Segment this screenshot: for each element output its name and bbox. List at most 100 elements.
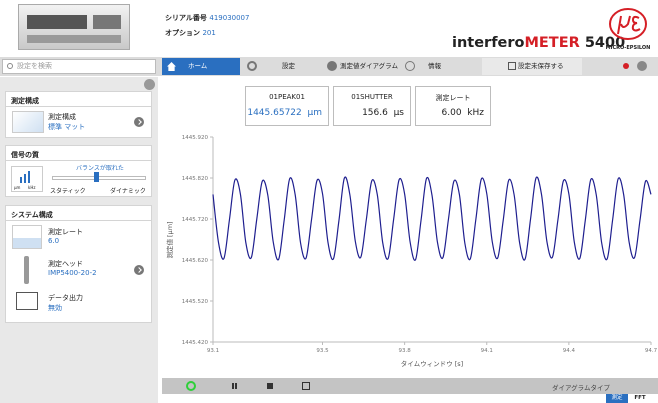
product-prefix: interfero — [452, 35, 524, 51]
icon-bar — [20, 177, 22, 183]
separator — [6, 220, 151, 221]
product-name: interferoMETER 5400 — [452, 35, 625, 51]
y-tick-label: 1445.820 — [182, 176, 209, 182]
close-sidebar[interactable] — [144, 79, 155, 90]
serial-row: シリアル番号 419030007 — [165, 13, 249, 23]
readout-peak: 01PEAK01 1445.65722 µm — [245, 86, 329, 126]
item-label: 測定レート — [48, 227, 83, 237]
data-line — [213, 177, 651, 260]
icon-label: kHz — [28, 185, 35, 190]
tab-label: 情報 — [428, 62, 441, 70]
x-tick-label: 93.8 — [399, 348, 412, 354]
save-icon — [508, 62, 516, 70]
slider-right-label: ダイナミック — [110, 186, 146, 195]
x-tick-label: 94.1 — [481, 348, 493, 354]
x-tick-label: 94.7 — [645, 348, 658, 354]
config-icon — [12, 111, 44, 133]
value: 156.6 — [362, 108, 388, 118]
serial-number: 419030007 — [209, 14, 249, 22]
item-label: データ出力 — [48, 293, 83, 303]
section-measurement-config: 測定構成 測定構成 標準 マット — [5, 91, 152, 138]
section-title: 測定構成 — [11, 96, 39, 106]
readout-label: 01PEAK01 — [246, 93, 328, 101]
brand-name: MICRO-EPSILON — [606, 45, 651, 51]
signal-slider — [52, 176, 146, 180]
signal-icon: µm kHz — [11, 166, 43, 192]
x-tick-label: 94.4 — [563, 348, 576, 354]
readout-label: 測定レート — [416, 93, 490, 103]
settings-icon — [247, 61, 257, 71]
separator — [6, 160, 151, 161]
save-label: 設定未保存する — [518, 62, 564, 70]
tab-info[interactable]: 情報 — [402, 58, 480, 75]
signal-status: バランスが取れた — [76, 163, 124, 172]
device-panel — [27, 15, 87, 29]
diagram-icon — [327, 61, 337, 71]
device-connectors — [27, 35, 121, 43]
diagram-toolbar: ダイアグラムタイプ — [162, 378, 658, 394]
readout-label: 01SHUTTER — [334, 93, 410, 101]
chart: 測定値 [μm] タイムウィンドウ [s] 1445.420 1445.520 14… — [162, 128, 658, 376]
brand-logo: MICRO-EPSILON — [603, 4, 653, 52]
option-label: オプション — [165, 29, 200, 37]
x-tick-label: 93.1 — [207, 348, 219, 354]
tab-label: 測定値ダイアグラム — [340, 62, 398, 70]
readout-value: 6.00 kHz — [442, 108, 485, 118]
unit: kHz — [467, 108, 484, 118]
item-value: 標準 マット — [48, 122, 85, 132]
type-button-measurement[interactable]: 測定 — [606, 394, 628, 403]
item-value: 6.0 — [48, 237, 59, 245]
save-diagram-button[interactable] — [302, 382, 310, 390]
device-image — [18, 4, 130, 50]
device-panel — [93, 15, 121, 29]
y-axis-label: 測定値 [μm] — [165, 221, 174, 258]
start-button[interactable] — [186, 381, 196, 391]
section-system-config: システム構成 測定レート 6.0 測定ヘッド IMP5400-20-2 データ出… — [5, 205, 152, 323]
x-tick-label: 93.5 — [316, 348, 329, 354]
tab-settings[interactable]: 設定 — [242, 58, 320, 75]
icon-label: µm — [14, 185, 20, 190]
y-tick-label: 1445.520 — [182, 299, 209, 305]
info-icon — [405, 61, 415, 71]
section-title: 信号の質 — [11, 150, 39, 160]
option-row: オプション 201 — [165, 28, 216, 38]
section-title: システム構成 — [11, 210, 53, 220]
item-label: 測定構成 — [48, 112, 76, 122]
y-tick-label: 1445.920 — [182, 135, 209, 141]
tab-label: 設定 — [282, 62, 295, 70]
item-label: 測定ヘッド — [48, 259, 83, 269]
item-value: IMP5400-20-2 — [48, 269, 97, 277]
readout-value: 1445.65722 µm — [247, 108, 322, 118]
unit: µs — [394, 108, 404, 118]
type-label: 測定 — [611, 395, 622, 401]
app-screen: シリアル番号 419030007 オプション 201 interferoMETE… — [0, 0, 658, 403]
tab-label: ホーム — [188, 62, 207, 70]
unit: µm — [308, 108, 323, 118]
slider-left-label: スタティック — [50, 186, 86, 195]
option-number: 201 — [202, 29, 215, 37]
y-tick-label: 1445.420 — [182, 340, 209, 346]
open-arrow[interactable] — [134, 265, 144, 275]
status-dot — [623, 63, 629, 69]
slider-marker — [94, 172, 99, 182]
menu-button[interactable] — [637, 61, 647, 71]
serial-label: シリアル番号 — [165, 14, 207, 22]
item-value: 無効 — [48, 303, 62, 313]
home-icon — [167, 62, 176, 71]
search-icon — [7, 63, 13, 69]
value: 1445.65722 — [247, 108, 301, 118]
type-label: FFT — [634, 395, 645, 401]
y-tick-label: 1445.620 — [182, 258, 209, 264]
section-signal-quality: 信号の質 µm kHz バランスが取れた スタティック ダイナミック — [5, 145, 152, 197]
save-button[interactable]: 設定未保存する — [482, 58, 582, 75]
tab-diagram[interactable]: 測定値ダイアグラム — [322, 58, 400, 75]
pause-button[interactable] — [232, 383, 237, 389]
search-placeholder: 設定を検索 — [17, 62, 52, 70]
tab-home[interactable]: ホーム — [162, 58, 240, 75]
x-axis-label: タイムウィンドウ [s] — [401, 359, 463, 368]
icon-bar — [28, 171, 30, 183]
type-button-fft[interactable]: FFT — [629, 394, 651, 403]
open-arrow[interactable] — [134, 117, 144, 127]
search-box[interactable]: 設定を検索 — [2, 59, 156, 74]
stop-button[interactable] — [267, 383, 273, 389]
